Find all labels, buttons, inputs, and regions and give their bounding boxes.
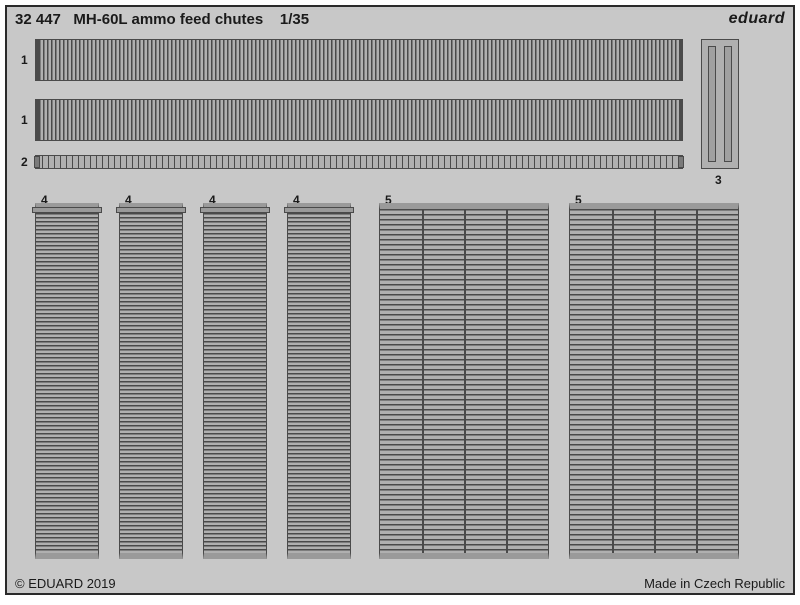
part-5-a <box>379 203 549 559</box>
part-1-belt-b <box>35 99 683 141</box>
part-4-c <box>203 203 267 559</box>
part-1-belt-a <box>35 39 683 81</box>
part-2-strip <box>35 155 683 169</box>
part-label-1b: 1 <box>21 113 28 127</box>
v5-divider <box>506 209 508 553</box>
product-scale: 1/35 <box>280 11 309 28</box>
part-3-bar-b <box>724 46 732 162</box>
product-title: MH-60L ammo feed chutes <box>73 11 263 28</box>
pe-fret-frame: 32 447 MH-60L ammo feed chutes 1/35 edua… <box>5 5 795 595</box>
belt-rungs <box>36 100 682 140</box>
part-3-bar-a <box>708 46 716 162</box>
v5-divider <box>464 209 466 553</box>
part-5-b <box>569 203 739 559</box>
part-4-d <box>287 203 351 559</box>
v5-divider <box>654 209 656 553</box>
header: 32 447 MH-60L ammo feed chutes 1/35 edua… <box>7 7 793 31</box>
brand-logo: eduard <box>729 10 785 28</box>
part-4-b <box>119 203 183 559</box>
v5-divider <box>696 209 698 553</box>
belt-rungs <box>36 40 682 80</box>
v5-divider <box>422 209 424 553</box>
part-label-3: 3 <box>715 173 722 187</box>
part-label-2: 2 <box>21 155 28 169</box>
v5-divider <box>612 209 614 553</box>
part-label-1a: 1 <box>21 53 28 67</box>
footer: © EDUARD 2019 Made in Czech Republic <box>15 576 785 591</box>
product-code: 32 447 <box>15 11 61 28</box>
part-3 <box>701 39 739 169</box>
header-left: 32 447 MH-60L ammo feed chutes 1/35 <box>15 11 729 28</box>
origin-text: Made in Czech Republic <box>644 576 785 591</box>
copyright-text: © EDUARD 2019 <box>15 576 116 591</box>
part-4-a <box>35 203 99 559</box>
